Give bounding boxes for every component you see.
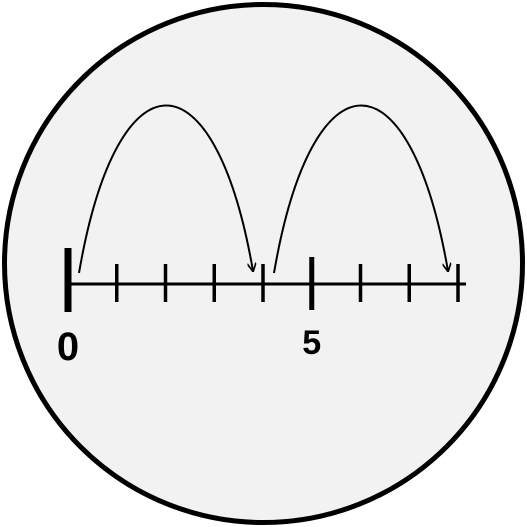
jump-arc-1 (78, 104, 253, 274)
jump-arc-2 (273, 104, 448, 274)
tick-label-0: 0 (57, 325, 79, 369)
tick-label-5: 5 (302, 324, 321, 362)
jump-arcs (78, 104, 448, 274)
tick-marks (64, 248, 460, 312)
